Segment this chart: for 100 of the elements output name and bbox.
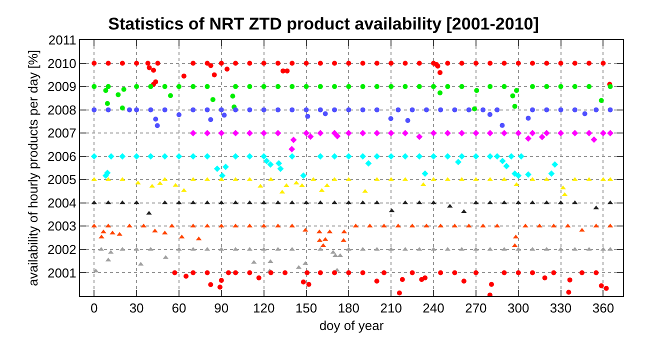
point (233, 270, 238, 276)
point (455, 158, 462, 166)
point (317, 130, 324, 136)
point (190, 130, 196, 136)
point (604, 286, 609, 291)
point (176, 112, 182, 118)
point (126, 107, 132, 112)
point (155, 60, 160, 66)
x-tick-label: 300 (508, 300, 530, 316)
point (607, 130, 614, 136)
point (598, 283, 604, 288)
point (275, 107, 280, 112)
point (360, 107, 366, 112)
point (530, 200, 536, 204)
point (302, 228, 308, 232)
point (530, 84, 535, 90)
point (551, 270, 556, 276)
point (518, 153, 524, 160)
point (90, 153, 98, 160)
point (256, 275, 262, 280)
point (263, 158, 270, 164)
x-tick-label: 240 (422, 300, 444, 316)
point (500, 122, 505, 128)
x-tick-label: 90 (214, 300, 229, 316)
point (488, 60, 493, 66)
y-axis-title: availability of hourly products per day [%] (25, 50, 40, 286)
point (212, 72, 217, 78)
point (274, 130, 282, 136)
point (233, 60, 238, 66)
point (300, 280, 306, 285)
point (219, 172, 226, 179)
y-tick-label: 2007 (47, 126, 76, 141)
point (92, 107, 97, 112)
point (108, 153, 114, 160)
point (586, 130, 592, 136)
point (104, 101, 110, 106)
point (515, 172, 522, 179)
point (258, 184, 264, 188)
point (190, 270, 196, 276)
point (176, 153, 182, 160)
point (304, 60, 309, 66)
point (290, 60, 295, 66)
point (515, 130, 522, 136)
point (494, 107, 500, 112)
point (388, 116, 394, 122)
point (572, 200, 578, 204)
point (190, 84, 196, 90)
point (232, 130, 239, 136)
point (374, 278, 380, 284)
point (503, 162, 510, 170)
x-tick-label: 180 (338, 300, 360, 316)
point (146, 65, 152, 70)
point (218, 200, 224, 204)
point (121, 86, 126, 92)
point (120, 60, 125, 66)
y-tick-label: 2011 (48, 32, 76, 48)
point (303, 130, 310, 136)
point (558, 84, 564, 90)
point (318, 107, 323, 112)
point (572, 130, 578, 136)
point (572, 60, 578, 66)
point (459, 84, 464, 90)
point (232, 200, 238, 204)
point (176, 200, 182, 204)
point (473, 60, 478, 66)
point (218, 60, 224, 66)
point (567, 277, 572, 282)
point (544, 84, 550, 90)
point (402, 84, 408, 90)
point (190, 107, 196, 112)
point (514, 182, 520, 186)
point (208, 117, 214, 122)
point (438, 270, 444, 276)
point (153, 116, 158, 122)
point (162, 107, 168, 112)
point (246, 153, 253, 160)
point (608, 107, 613, 112)
point (416, 60, 422, 66)
point (190, 153, 196, 160)
point (558, 130, 564, 136)
point (190, 60, 196, 66)
point (260, 153, 268, 160)
point (222, 164, 229, 170)
point (332, 84, 338, 90)
point (590, 136, 598, 143)
point (307, 133, 314, 140)
y-tick-label: 2009 (47, 79, 76, 94)
point (502, 270, 507, 276)
point (488, 282, 494, 287)
point (396, 290, 402, 296)
point (402, 153, 408, 160)
point (208, 282, 214, 288)
point (261, 60, 266, 66)
point (247, 60, 252, 66)
point (133, 153, 140, 160)
point (499, 158, 506, 164)
point (502, 84, 507, 90)
point (176, 84, 182, 90)
point (222, 112, 227, 118)
point (151, 68, 156, 73)
